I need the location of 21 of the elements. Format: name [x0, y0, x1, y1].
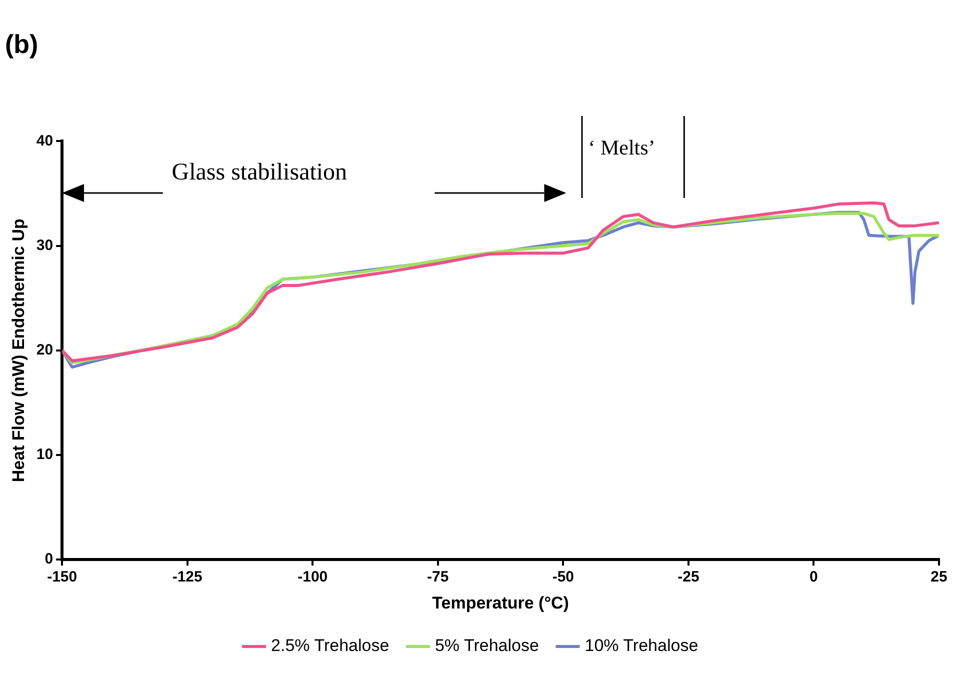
legend-label: 5% Trehalose	[434, 636, 539, 656]
x-tick-label: -75	[427, 568, 449, 586]
x-tick-label: -150	[47, 568, 78, 586]
legend-label: 10% Trehalose	[584, 636, 698, 656]
x-tick-label: -100	[298, 568, 328, 586]
x-axis-title: Temperature (°C)	[432, 593, 569, 612]
y-tick-label: 0	[44, 550, 54, 568]
x-tick-label: 25	[930, 568, 948, 586]
annotation: ‘ Melts’	[588, 136, 656, 160]
y-tick-label: 30	[36, 236, 54, 254]
x-tick-label: 0	[810, 568, 818, 586]
y-tick-label: 40	[36, 132, 54, 150]
chart-title: (b)	[5, 28, 38, 59]
y-tick-label: 20	[36, 342, 54, 359]
x-tick-label: -25	[678, 568, 700, 586]
y-tick-label: 10	[36, 446, 54, 464]
annotation: Glass stabilisation	[172, 159, 348, 186]
x-tick-label: -50	[552, 568, 574, 586]
legend-label: 2.5% Trehalose	[271, 636, 390, 656]
x-tick-label: -125	[172, 568, 202, 586]
y-axis-title: Heat Flow (mW) Endothermic Up	[8, 218, 28, 482]
